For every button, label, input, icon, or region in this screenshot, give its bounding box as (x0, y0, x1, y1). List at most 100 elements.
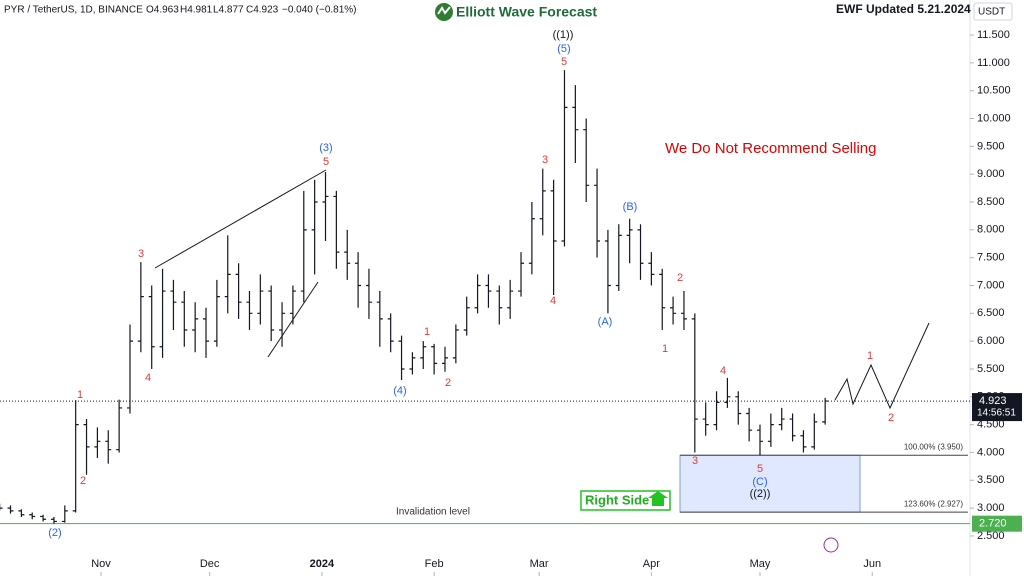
y-tick-label: 4.500 (977, 419, 1005, 431)
ohlc-bar (170, 279, 177, 331)
ohlc-bar (83, 419, 90, 475)
ohlc-bar (126, 324, 133, 414)
y-tick-label: 8.500 (977, 196, 1005, 208)
symbol: PYR / TetherUS, 1D, BINANCE (4, 5, 143, 16)
ohlc-bar (300, 190, 307, 303)
last-price-tag (972, 393, 1022, 422)
x-tick-label: Jun (863, 558, 881, 570)
ohlc-bar (822, 397, 829, 425)
ohlc-bar (789, 413, 796, 442)
ohlc-bar (365, 268, 372, 319)
updated: EWF Updated 5.21.2024 (836, 2, 971, 16)
wave-label: 3 (138, 248, 144, 260)
ohlc-bar (94, 427, 101, 459)
y-tick-label: 3.500 (977, 474, 1005, 486)
wave-label: (C) (752, 476, 767, 488)
ohlc-bar (735, 391, 742, 425)
ohlc-bar (583, 118, 590, 203)
ohlc-bar (811, 413, 818, 450)
y-tick-label: 5.500 (977, 363, 1005, 375)
ohlc-bar (61, 505, 68, 523)
ohlc-bar (213, 279, 220, 347)
y-tick-label: 11.000 (977, 57, 1010, 69)
wave-label: 2 (80, 475, 86, 487)
ohlc-bar (0, 503, 3, 511)
y-tick-label: 6.500 (977, 307, 1005, 319)
wave-label: 5 (757, 463, 763, 475)
invalidation-tag (972, 515, 1022, 532)
ohlc-bar (344, 229, 351, 280)
x-tick-label: Dec (200, 558, 220, 570)
ohlc-bar (539, 168, 546, 236)
ohlc-bar (659, 268, 666, 331)
ohlc-bar (387, 313, 394, 353)
ohlc-bar (181, 291, 188, 347)
ohlc-bar (192, 302, 199, 353)
ohlc-bar (420, 341, 427, 369)
wave-label: (2) (48, 527, 61, 539)
fib-zone (679, 454, 861, 513)
wave-label: 5 (561, 56, 567, 68)
ohlc-bar (257, 274, 264, 325)
ohlc-bar (148, 285, 155, 369)
ohlc-bar (409, 352, 416, 375)
ohlc-bar (322, 171, 329, 241)
ohlc-bar (550, 179, 557, 295)
y-tick-label: 10.500 (977, 85, 1011, 97)
y-tick-label: 9.500 (977, 140, 1005, 152)
ohlc-bar (756, 424, 763, 456)
wave-label: (A) (598, 316, 613, 328)
logo-wave (437, 6, 451, 15)
ohlc-bar (496, 285, 503, 325)
ohlc-bar (72, 400, 79, 513)
ohlc-bar (333, 190, 340, 269)
x-tick-label: 2024 (310, 558, 335, 570)
ohlc-high: H4.981 (180, 5, 213, 16)
ohlc-close: C4.923 (246, 5, 279, 16)
y-tick-label: 3.000 (977, 502, 1005, 514)
ohlc-bar (7, 505, 14, 514)
last-price: 4.923 (979, 395, 1007, 407)
up-arrow (648, 491, 668, 506)
y-tick-label: 9.000 (977, 168, 1005, 180)
wave-label: 4 (145, 372, 151, 384)
right-side: Right Side (585, 492, 649, 507)
ohlc-bar (105, 430, 112, 464)
ohlc-low: L4.877 (213, 5, 244, 16)
y-tick-label: 10.000 (977, 112, 1011, 124)
ohlc-bar (289, 285, 296, 325)
ohlc-bar (355, 252, 362, 308)
ohlc-bar (311, 179, 318, 275)
currency: USDT (978, 7, 1005, 18)
ohlc-bar (724, 377, 731, 408)
wave-label: 1 (77, 389, 83, 401)
ohlc-open: O4.963 (146, 5, 179, 16)
y-tick-label: 4.000 (977, 446, 1005, 458)
ohlc-bar (50, 517, 57, 524)
ohlc-bar (474, 274, 481, 314)
fib-label: 123.60% (2.927) (904, 499, 963, 508)
ohlc-bar (159, 268, 166, 358)
event-icon (823, 537, 839, 553)
wave-label: (B) (623, 201, 638, 213)
y-tick-label: 7.000 (977, 279, 1005, 291)
y-tick-label: 2.500 (977, 530, 1005, 542)
ohlc-bar (398, 335, 405, 381)
x-tick-label: Feb (425, 558, 444, 570)
ohlc-bar (746, 407, 753, 442)
y-tick-label: 7.500 (977, 252, 1005, 264)
ohlc-bar (648, 252, 655, 286)
ohlc-bar (29, 512, 36, 520)
y-tick-label: 8.000 (977, 224, 1005, 236)
ohlc-bar (626, 218, 633, 264)
right-side-box (580, 490, 671, 511)
ohlc-bar (615, 224, 622, 292)
ohlc-bar (604, 229, 611, 314)
ohlc-bar (637, 224, 644, 280)
ohlc-bar (452, 324, 459, 364)
ohlc-bar (235, 263, 242, 319)
ohlc-bar (431, 343, 438, 375)
wave-label: ((2)) (750, 488, 771, 500)
